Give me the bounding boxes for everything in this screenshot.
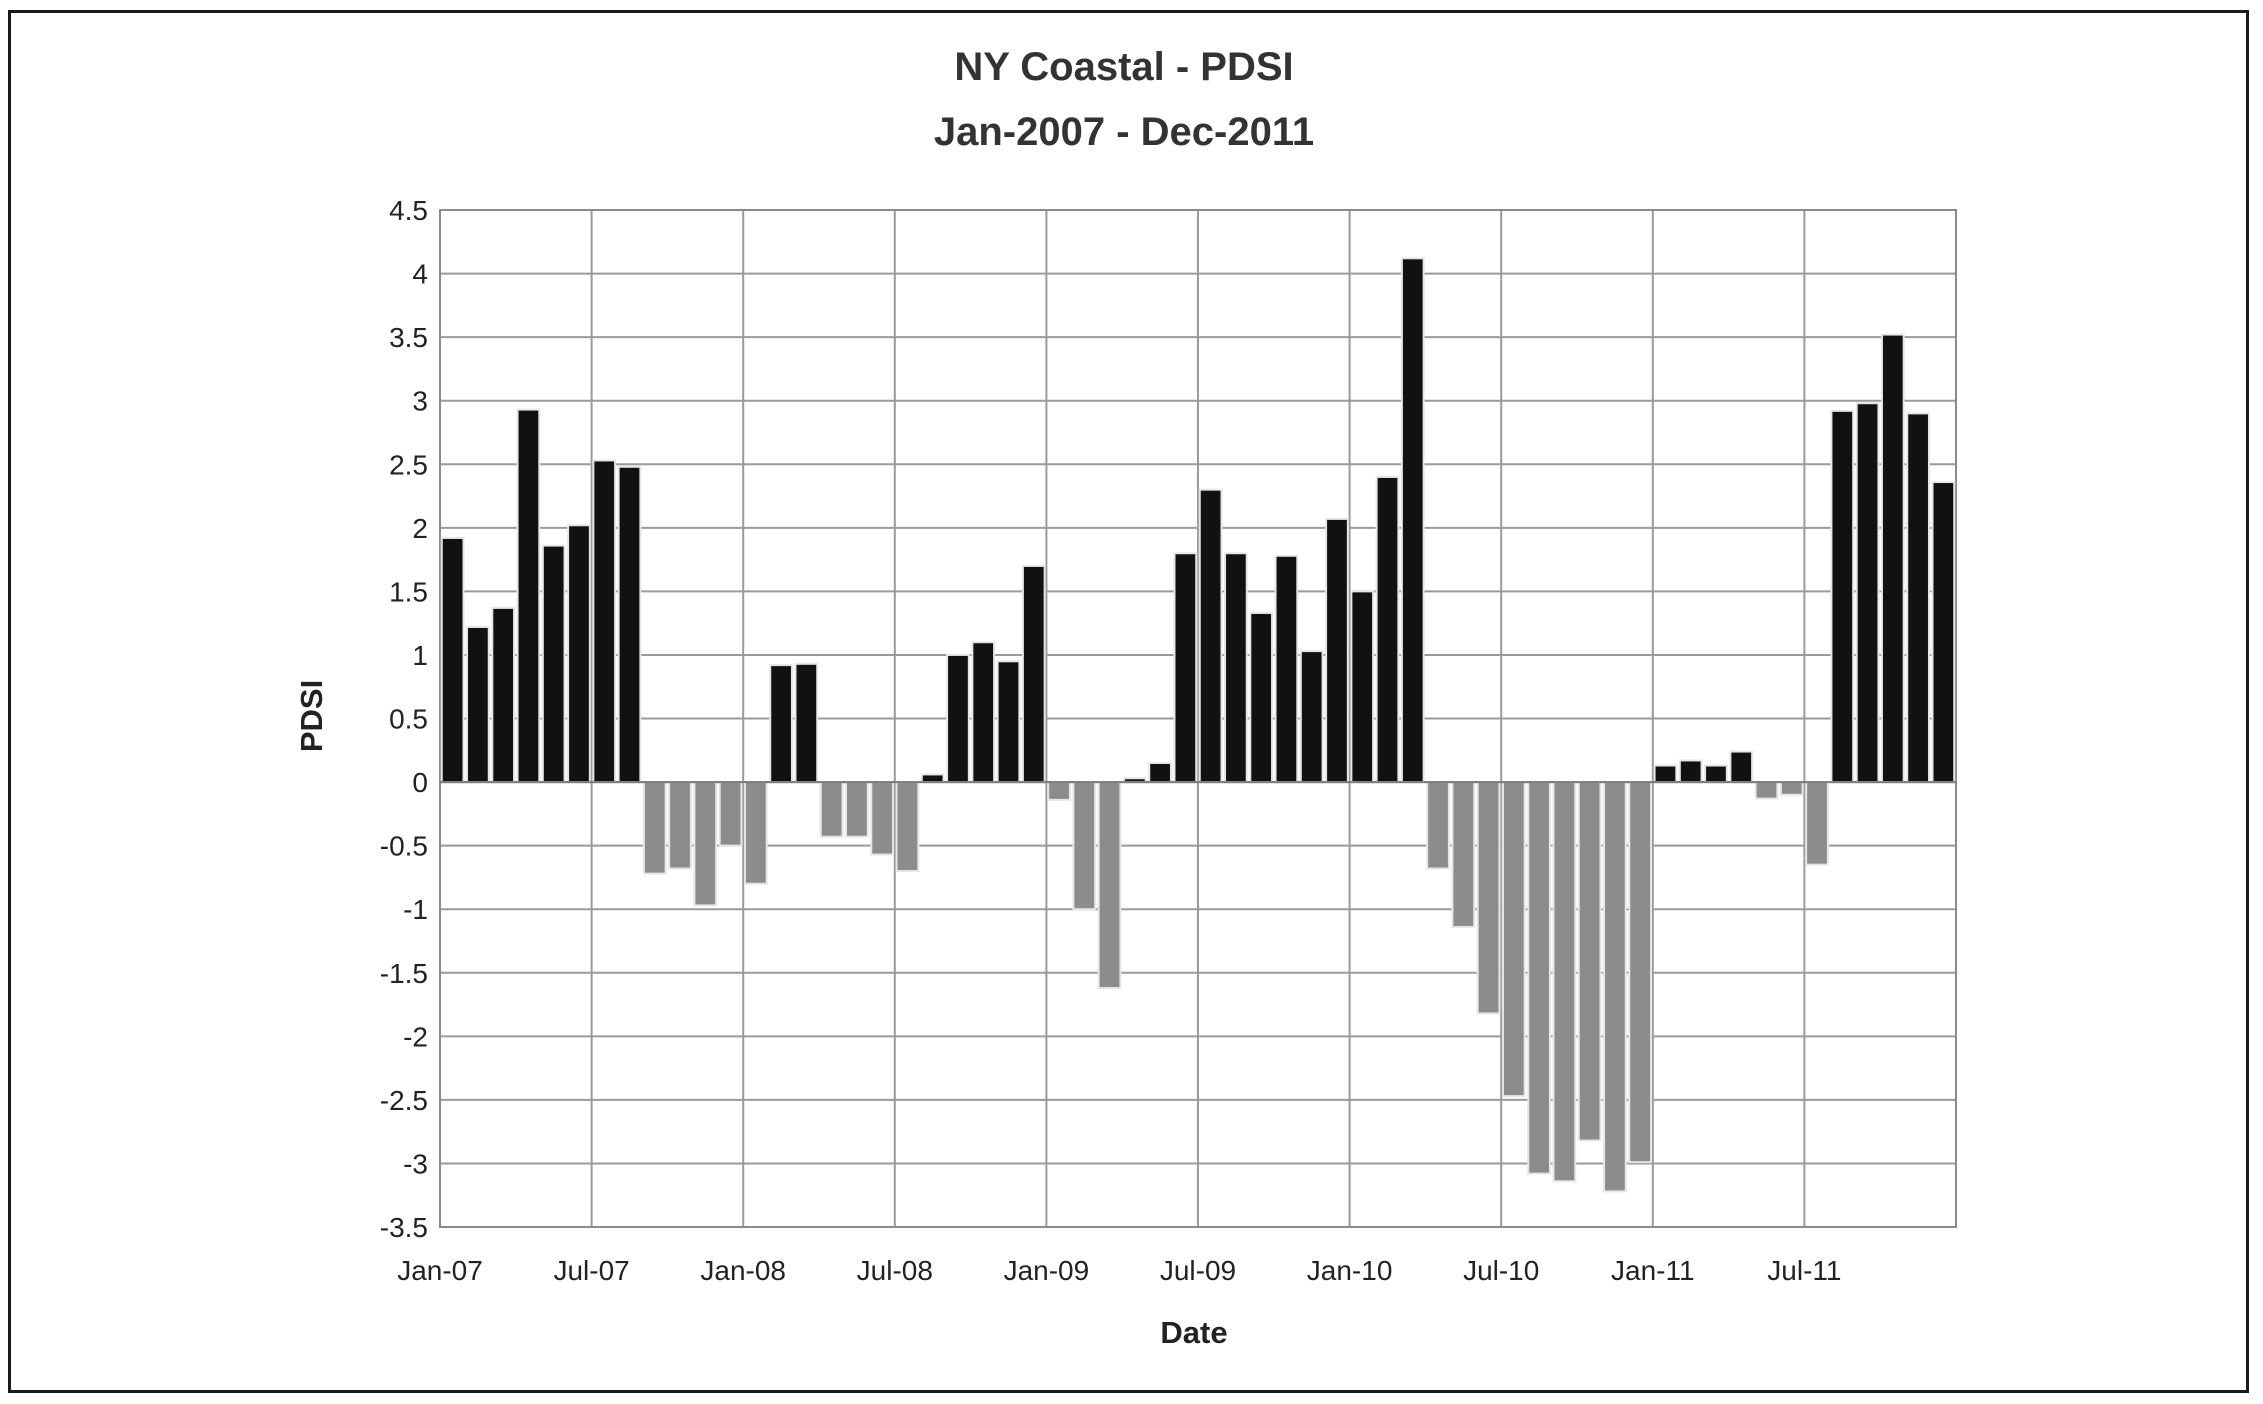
bar-aug-07	[617, 465, 642, 784]
bar-nov-08	[996, 660, 1021, 784]
y-axis-ticks: 4.5 4 3.5 3 2.5 2 1.5 1 0.5 0 -0.5 -1 -1.5 -2 -2.5 -3 -3…	[380, 195, 428, 1243]
bar-may-10	[1451, 781, 1476, 928]
bar-dec-07	[718, 781, 743, 847]
bar-nov-07	[693, 781, 718, 907]
bar-sep-11	[1855, 402, 1880, 784]
bar-oct-07	[668, 781, 692, 870]
bar-sep-10	[1552, 781, 1577, 1183]
y-tick-label: 3	[412, 386, 428, 417]
y-tick-label: -3	[403, 1148, 428, 1179]
bar-oct-11	[1880, 333, 1905, 784]
bar-feb-09	[1072, 781, 1097, 911]
bar-jan-11	[1653, 764, 1678, 784]
bar-dec-11	[1931, 481, 1956, 784]
y-tick-label: 2	[412, 513, 428, 544]
bar-may-07	[541, 544, 566, 784]
y-axis-title: PDSI	[294, 680, 329, 752]
x-tick-label: Jul-09	[1160, 1255, 1236, 1286]
bar-jun-11	[1779, 781, 1804, 796]
x-tick-label: Jul-08	[857, 1255, 933, 1286]
gridlines	[439, 209, 1957, 1228]
bar-apr-07	[516, 408, 541, 784]
bar-sep-08	[946, 653, 970, 784]
bar-dec-08	[1021, 564, 1046, 784]
y-tick-label: -1.5	[380, 958, 428, 989]
bar-apr-08	[819, 781, 844, 838]
bar-jan-08	[743, 781, 768, 885]
y-tick-label: 4.5	[389, 195, 428, 226]
bar-sep-09	[1249, 611, 1274, 784]
y-tick-label: -2	[403, 1021, 428, 1052]
x-tick-label: Jan-11	[1611, 1255, 1695, 1286]
x-tick-label: Jan-08	[700, 1255, 786, 1286]
chart-subtitle: Jan-2007 - Dec-2011	[934, 110, 1314, 154]
bar-may-09	[1148, 761, 1172, 784]
y-tick-label: 1.5	[389, 576, 428, 607]
bar-mar-10	[1400, 257, 1425, 784]
bar-jun-10	[1476, 781, 1501, 1015]
x-tick-label: Jul-10	[1463, 1255, 1539, 1286]
bar-aug-11	[1830, 409, 1855, 784]
x-tick-label: Jan-07	[397, 1255, 483, 1286]
bar-feb-10	[1375, 475, 1400, 784]
bar-jun-08	[870, 781, 895, 856]
x-tick-label: Jan-10	[1307, 1255, 1393, 1286]
bar-jan-07	[440, 536, 465, 784]
y-tick-label: -0.5	[380, 831, 428, 862]
plot-area-border	[439, 209, 1957, 1228]
bar-may-08	[845, 781, 869, 838]
bar-feb-08	[769, 664, 793, 784]
bar-jul-10	[1501, 781, 1526, 1098]
bar-aug-08	[920, 773, 945, 784]
x-tick-label: Jul-07	[553, 1255, 629, 1286]
y-tick-label: 4	[412, 259, 428, 290]
bar-oct-08	[971, 641, 996, 784]
bar-jul-11	[1805, 781, 1829, 866]
bar-aug-10	[1527, 781, 1551, 1175]
bar-jan-10	[1350, 590, 1375, 784]
bar-jan-09	[1047, 781, 1071, 801]
bar-nov-11	[1906, 412, 1930, 784]
x-axis-ticks: Jan-07 Jul-07 Jan-08 Jul-08 Jan-09 Jul-09 Jan-…	[397, 1255, 1841, 1286]
bar-may-11	[1754, 781, 1779, 800]
bar-mar-09	[1097, 781, 1122, 990]
bars	[440, 257, 1956, 1193]
bar-dec-09	[1325, 517, 1349, 784]
x-tick-label: Jul-11	[1767, 1255, 1841, 1286]
y-tick-label: 2.5	[389, 449, 428, 480]
bar-mar-07	[491, 606, 516, 784]
y-tick-label: -1	[403, 894, 428, 925]
y-tick-label: 1	[412, 640, 428, 671]
bar-dec-10	[1628, 781, 1653, 1164]
x-axis-title: Date	[1160, 1315, 1227, 1350]
y-tick-label: 3.5	[389, 322, 428, 353]
y-tick-label: 0	[412, 767, 428, 798]
bar-mar-11	[1704, 764, 1728, 784]
bar-jul-07	[592, 459, 617, 784]
bar-oct-09	[1274, 554, 1299, 784]
bar-aug-09	[1224, 552, 1248, 784]
bar-sep-07	[642, 781, 667, 875]
bar-oct-10	[1577, 781, 1602, 1142]
bar-apr-10	[1426, 781, 1450, 870]
y-tick-label: -2.5	[380, 1085, 428, 1116]
bar-jun-09	[1173, 552, 1198, 784]
bar-nov-10	[1603, 781, 1627, 1193]
bar-jul-09	[1198, 488, 1223, 784]
bar-feb-07	[466, 625, 490, 784]
bar-jun-07	[567, 524, 591, 784]
bar-apr-11	[1729, 750, 1754, 784]
bar-mar-08	[794, 662, 819, 784]
chart-title: NY Coastal - PDSI	[954, 45, 1293, 89]
y-tick-label: -3.5	[380, 1212, 428, 1243]
bar-feb-11	[1678, 759, 1703, 784]
y-tick-label: 0.5	[389, 704, 428, 735]
x-tick-label: Jan-09	[1004, 1255, 1090, 1286]
bar-nov-09	[1299, 650, 1324, 784]
bar-jul-08	[895, 781, 920, 873]
